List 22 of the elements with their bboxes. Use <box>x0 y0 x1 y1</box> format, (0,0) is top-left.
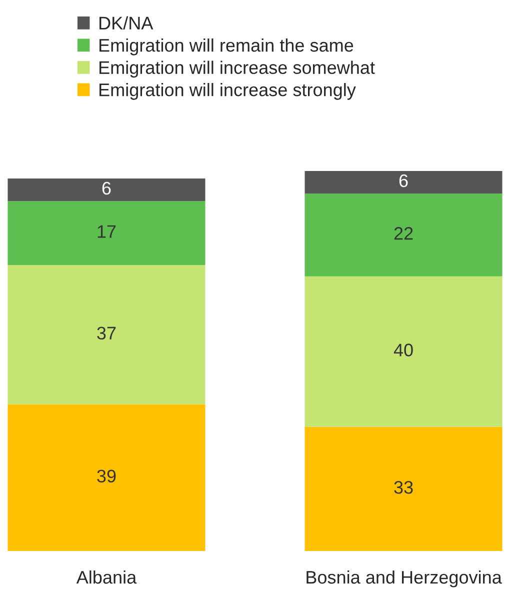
data-label: 17 <box>98 225 116 238</box>
bar <box>8 265 206 404</box>
data-label: 6 <box>399 174 408 188</box>
data-label: 6 <box>102 182 111 195</box>
bar <box>304 171 502 194</box>
data-label: 33 <box>394 480 413 494</box>
bar <box>8 178 206 202</box>
bar <box>8 201 206 266</box>
bar <box>8 404 206 551</box>
data-label: 39 <box>97 470 116 482</box>
legend-label: DK/NA <box>100 16 154 30</box>
data-label: 40 <box>394 344 413 356</box>
x-tick-label: Bosnia and Herzegovina <box>306 570 502 588</box>
bar <box>304 194 502 276</box>
bar <box>304 426 502 551</box>
data-label: 37 <box>97 326 116 340</box>
bar <box>304 276 502 427</box>
data-label: 22 <box>394 227 413 240</box>
legend-label: Emigration will remain the same <box>100 38 354 56</box>
x-tick-label: Albania <box>76 570 137 584</box>
legend-label: Emigration will increase strongly <box>100 82 356 100</box>
legend-label: Emigration will increase somewhat <box>100 60 375 78</box>
